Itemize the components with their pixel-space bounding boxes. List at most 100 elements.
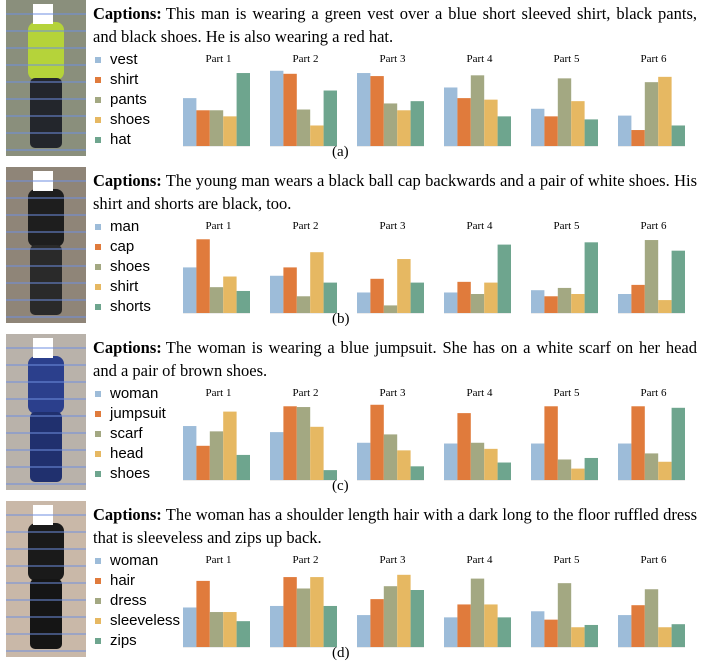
bar [383, 305, 398, 313]
legend-item: woman [95, 551, 180, 571]
person-photo [6, 334, 86, 490]
caption-label: Captions: [93, 171, 162, 190]
bar [497, 116, 511, 146]
bar [223, 276, 237, 313]
bar [658, 76, 672, 146]
bar [644, 82, 659, 146]
bar [484, 604, 498, 647]
bar [196, 445, 210, 480]
legend-label: vest [110, 51, 138, 68]
legend-swatch [95, 451, 101, 458]
chart-title: Part 2 [293, 53, 319, 65]
legend-swatch [95, 224, 101, 231]
chart-title: Part 6 [641, 387, 667, 399]
caption-text: This man is wearing a green vest over a … [93, 4, 697, 46]
bar [196, 580, 210, 647]
bar [310, 252, 324, 313]
person-photo [6, 0, 86, 156]
legend-label: dress [110, 592, 147, 609]
bar [531, 108, 545, 146]
bar [383, 103, 398, 146]
caption-text: The woman has a shoulder length hair wit… [93, 505, 697, 547]
bar [296, 296, 311, 313]
bar [397, 259, 411, 313]
bar [209, 110, 224, 146]
bar [236, 621, 250, 647]
person-photo [6, 501, 86, 657]
legend-swatch [95, 284, 101, 291]
bar-charts: Part 1 Part 2 Part 3 Part 4 Part 5 Part 6 [183, 220, 685, 314]
bar [571, 294, 585, 313]
bar [410, 282, 424, 313]
bar [444, 87, 458, 146]
chart-title: Part 3 [380, 554, 406, 566]
bar [196, 110, 210, 146]
chart-title: Part 3 [380, 220, 406, 232]
bar [584, 119, 598, 146]
legend-item: zips [95, 631, 180, 651]
chart-title: Part 5 [554, 554, 580, 566]
legend-item: hat [95, 130, 150, 150]
bar [236, 290, 250, 313]
legend-label: head [110, 445, 144, 462]
bar [584, 624, 598, 647]
legend-item: sleeveless [95, 611, 180, 631]
legend-item: man [95, 217, 151, 237]
legend-label: woman [110, 552, 159, 569]
bar [484, 99, 498, 146]
bar [323, 282, 337, 313]
bar-charts: Part 1 Part 2 Part 3 Part 4 Part 5 Part 6 [183, 53, 685, 147]
legend-swatch [95, 244, 101, 251]
legend-label: scarf [110, 425, 143, 442]
chart-title: Part 3 [380, 53, 406, 65]
bar [296, 588, 311, 647]
chart-title: Part 4 [467, 53, 493, 65]
bar [357, 292, 371, 313]
legend-label: hat [110, 131, 131, 148]
bar [557, 459, 572, 480]
bar [470, 578, 485, 647]
bar [544, 296, 558, 313]
bar [644, 453, 659, 480]
legend-item: woman [95, 384, 166, 404]
bar [497, 617, 511, 647]
legend-item: vest [95, 50, 150, 70]
bar [323, 470, 337, 480]
bar [310, 577, 324, 647]
legend-item: shirt [95, 277, 151, 297]
person-photo [6, 167, 86, 323]
bar [470, 294, 485, 313]
bar [370, 599, 384, 647]
bar [196, 239, 210, 313]
chart-title: Part 4 [467, 387, 493, 399]
legend-swatch [95, 578, 101, 585]
bar [658, 627, 672, 647]
bar [283, 73, 297, 146]
legend-item: pants [95, 90, 150, 110]
bar [183, 426, 197, 480]
legend-swatch [95, 558, 101, 565]
bar [631, 284, 645, 313]
legend-item: shorts [95, 297, 151, 317]
bar [571, 468, 585, 480]
legend-item: hair [95, 571, 180, 591]
bar [644, 589, 659, 647]
chart-title: Part 6 [641, 53, 667, 65]
bar [183, 267, 197, 313]
bar [618, 115, 632, 146]
bar [457, 98, 471, 146]
legend-label: shoes [110, 465, 151, 482]
bar [671, 250, 685, 313]
bar [323, 90, 337, 146]
legend-label: man [110, 218, 140, 235]
legend-label: pants [110, 91, 147, 108]
bar [631, 605, 645, 647]
legend-label: cap [110, 238, 135, 255]
bar [296, 109, 311, 146]
chart-title: Part 2 [293, 387, 319, 399]
caption-label: Captions: [93, 505, 162, 524]
bar [383, 434, 398, 480]
panel-tag: (c) [332, 478, 349, 494]
legend-item: shoes [95, 110, 150, 130]
bar [183, 607, 197, 647]
